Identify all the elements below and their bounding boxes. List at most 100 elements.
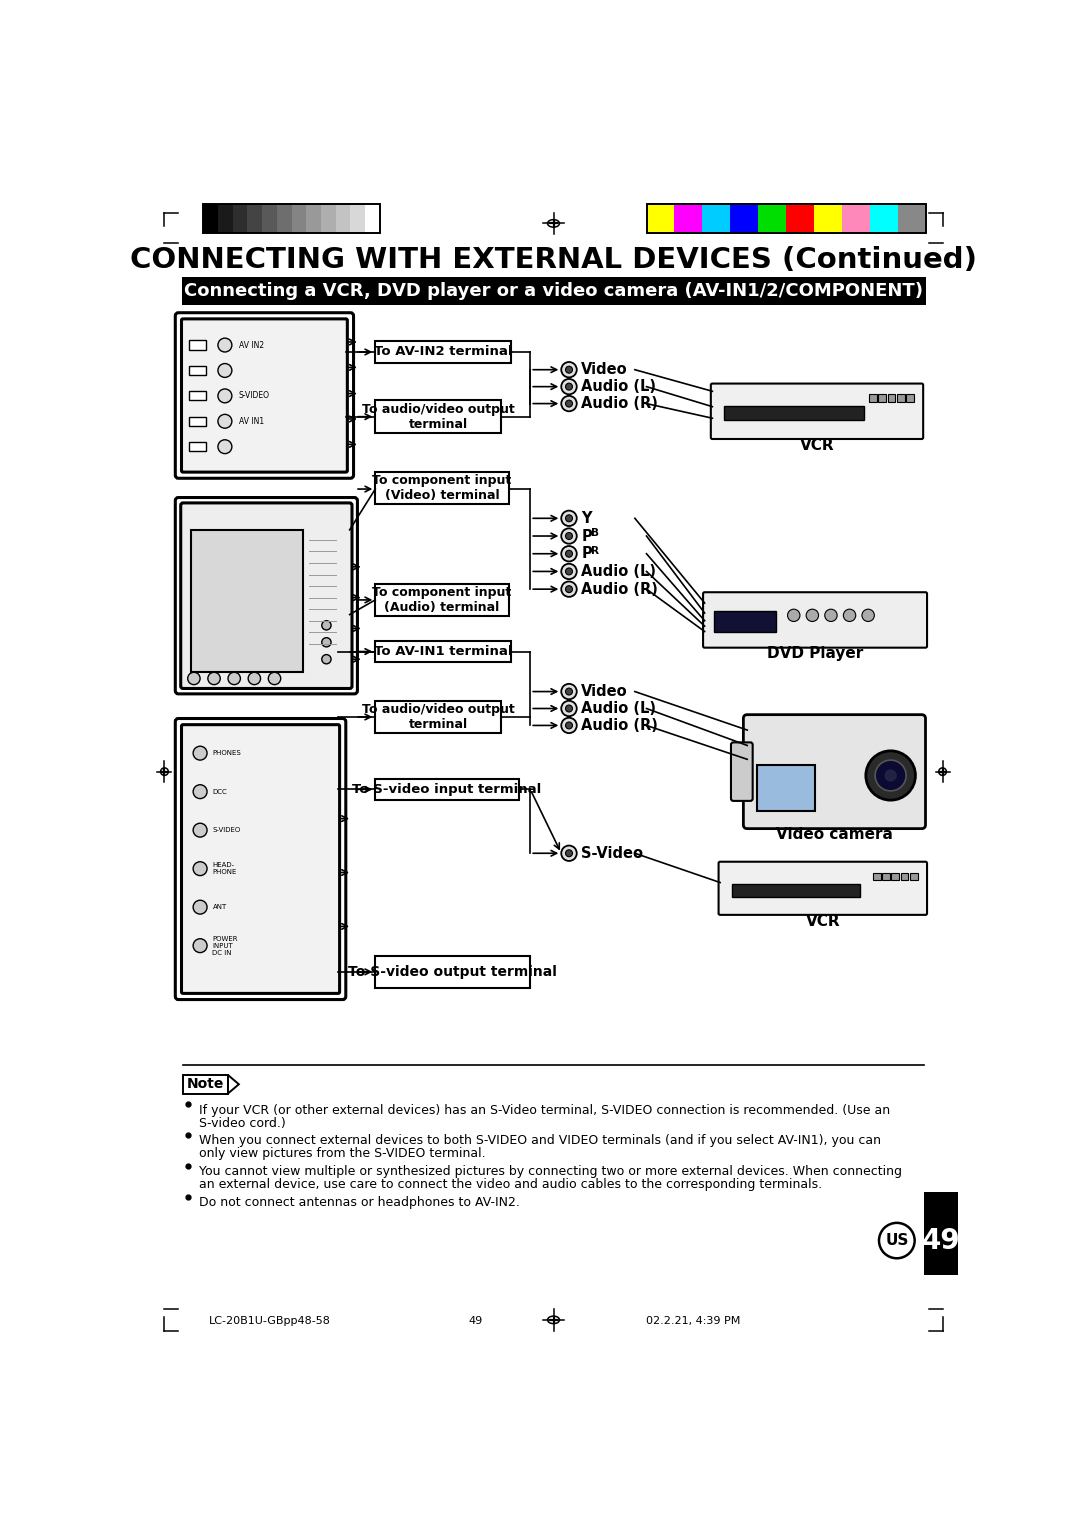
Text: 49: 49 — [921, 1227, 960, 1254]
Bar — [814, 205, 841, 234]
Circle shape — [322, 620, 332, 630]
Bar — [183, 1076, 228, 1094]
Bar — [714, 611, 775, 633]
Text: AV IN2: AV IN2 — [239, 341, 264, 350]
Bar — [181, 277, 926, 306]
Circle shape — [218, 364, 232, 377]
Text: LC-20B1U-GBpp48-58: LC-20B1U-GBpp48-58 — [208, 1317, 330, 1326]
Circle shape — [562, 685, 577, 700]
Circle shape — [806, 610, 819, 622]
FancyBboxPatch shape — [180, 503, 352, 689]
Circle shape — [885, 769, 896, 782]
Bar — [232, 205, 247, 234]
Bar — [910, 872, 918, 880]
Bar — [896, 394, 905, 402]
Ellipse shape — [548, 1316, 559, 1323]
Circle shape — [562, 510, 577, 526]
Bar — [647, 205, 674, 234]
Text: S-Video: S-Video — [581, 847, 644, 860]
Circle shape — [193, 900, 207, 914]
Circle shape — [566, 704, 572, 712]
Text: If your VCR (or other external devices) has an S-Video terminal, S-VIDEO connect: If your VCR (or other external devices) … — [199, 1103, 890, 1117]
FancyBboxPatch shape — [181, 724, 339, 993]
Text: R: R — [591, 545, 598, 556]
Circle shape — [218, 338, 232, 351]
Text: Video: Video — [581, 685, 629, 698]
Circle shape — [825, 610, 837, 622]
Text: To audio/video output
terminal: To audio/video output terminal — [362, 403, 514, 431]
Text: Audio (L): Audio (L) — [581, 564, 657, 579]
Circle shape — [566, 585, 572, 593]
FancyBboxPatch shape — [731, 743, 753, 801]
Circle shape — [562, 396, 577, 411]
Text: P: P — [581, 529, 592, 544]
Text: To AV-IN2 terminal: To AV-IN2 terminal — [374, 345, 512, 359]
Circle shape — [862, 610, 875, 622]
Bar — [732, 885, 860, 897]
Bar — [924, 1192, 958, 1276]
Text: To S-video input terminal: To S-video input terminal — [352, 782, 541, 796]
Bar — [786, 205, 814, 234]
Circle shape — [193, 785, 207, 799]
FancyBboxPatch shape — [743, 715, 926, 828]
Bar — [758, 205, 786, 234]
Text: Audio (R): Audio (R) — [581, 718, 659, 733]
Text: To component input
(Audio) terminal: To component input (Audio) terminal — [373, 585, 512, 614]
Bar — [375, 584, 509, 616]
Text: ANT: ANT — [213, 905, 227, 911]
Circle shape — [787, 610, 800, 622]
Circle shape — [843, 610, 855, 622]
Bar — [901, 872, 908, 880]
Bar — [375, 341, 511, 362]
Circle shape — [566, 384, 572, 390]
Text: Connecting a VCR, DVD player or a video camera (AV-IN1/2/COMPONENT): Connecting a VCR, DVD player or a video … — [184, 283, 923, 299]
Circle shape — [562, 545, 577, 561]
Text: an external device, use care to connect the video and audio cables to the corres: an external device, use care to connect … — [199, 1178, 822, 1192]
Text: Do not connect antennas or headphones to AV-IN2.: Do not connect antennas or headphones to… — [199, 1196, 519, 1209]
Circle shape — [566, 400, 572, 406]
Text: 49: 49 — [469, 1317, 483, 1326]
Circle shape — [228, 672, 241, 685]
Text: S-VIDEO: S-VIDEO — [213, 827, 241, 833]
Circle shape — [562, 362, 577, 377]
Circle shape — [566, 533, 572, 539]
Circle shape — [566, 850, 572, 857]
Bar — [365, 205, 380, 234]
Polygon shape — [228, 1076, 239, 1094]
Bar — [321, 205, 336, 234]
Circle shape — [322, 654, 332, 663]
Bar — [336, 205, 350, 234]
Bar — [888, 394, 895, 402]
FancyBboxPatch shape — [711, 384, 923, 439]
Text: To S-video output terminal: To S-video output terminal — [349, 964, 557, 979]
FancyBboxPatch shape — [718, 862, 927, 915]
Circle shape — [562, 564, 577, 579]
Bar — [276, 205, 292, 234]
Bar — [375, 779, 518, 801]
Circle shape — [268, 672, 281, 685]
Bar — [882, 872, 890, 880]
Text: S-video cord.): S-video cord.) — [199, 1117, 285, 1129]
Bar — [262, 205, 276, 234]
Ellipse shape — [161, 769, 168, 775]
Bar — [730, 205, 758, 234]
Circle shape — [188, 672, 200, 685]
Circle shape — [562, 718, 577, 733]
Text: DCC: DCC — [213, 788, 227, 795]
Circle shape — [322, 637, 332, 646]
Bar — [724, 406, 864, 420]
Circle shape — [193, 938, 207, 952]
Bar — [897, 205, 926, 234]
Bar — [189, 417, 206, 426]
Text: DVD Player: DVD Player — [767, 646, 863, 662]
Text: US: US — [886, 1233, 908, 1248]
Bar — [906, 394, 914, 402]
Text: CONNECTING WITH EXTERNAL DEVICES (Continued): CONNECTING WITH EXTERNAL DEVICES (Contin… — [130, 246, 977, 275]
Text: P: P — [581, 545, 592, 561]
Circle shape — [193, 824, 207, 837]
Text: You cannot view multiple or synthesized pictures by connecting two or more exter: You cannot view multiple or synthesized … — [199, 1166, 902, 1178]
Bar — [878, 394, 886, 402]
Ellipse shape — [939, 769, 946, 775]
Text: Y: Y — [581, 510, 592, 526]
FancyBboxPatch shape — [703, 593, 927, 648]
